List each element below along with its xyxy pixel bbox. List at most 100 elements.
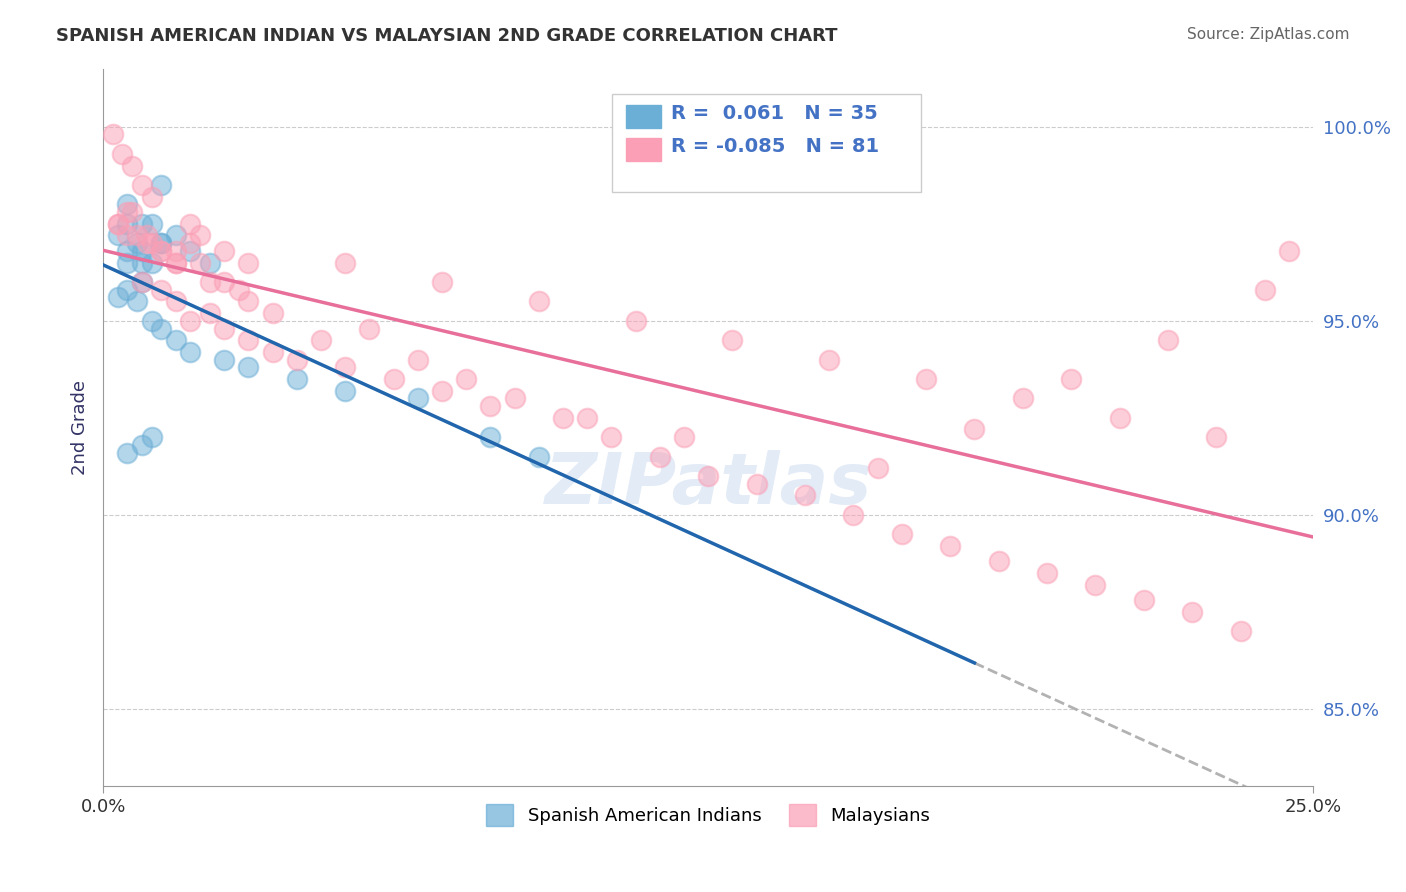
Point <box>479 430 502 444</box>
Point <box>107 217 129 231</box>
Point <box>406 352 429 367</box>
Point <box>135 236 157 251</box>
Point <box>198 306 221 320</box>
Point <box>121 159 143 173</box>
Point <box>915 372 938 386</box>
Point <box>262 344 284 359</box>
Point <box>150 236 173 251</box>
Point <box>131 438 153 452</box>
Point <box>111 147 134 161</box>
Point <box>188 255 211 269</box>
Point <box>131 217 153 231</box>
Point <box>107 217 129 231</box>
Point <box>198 275 221 289</box>
Point <box>131 178 153 192</box>
Point <box>1254 283 1277 297</box>
Point <box>165 255 187 269</box>
Point <box>527 294 550 309</box>
Point <box>285 352 308 367</box>
Point <box>600 430 623 444</box>
Point <box>1157 333 1180 347</box>
Point <box>141 314 163 328</box>
Point <box>150 283 173 297</box>
Point <box>107 291 129 305</box>
Point <box>117 217 139 231</box>
Point <box>125 294 148 309</box>
Point <box>212 352 235 367</box>
Point <box>551 410 574 425</box>
Point <box>963 422 986 436</box>
Point <box>117 283 139 297</box>
Point <box>939 539 962 553</box>
Point <box>165 228 187 243</box>
Point <box>131 255 153 269</box>
Point <box>179 217 201 231</box>
Point <box>745 476 768 491</box>
Point <box>131 275 153 289</box>
Point <box>117 205 139 219</box>
Point <box>117 228 139 243</box>
Point <box>238 294 260 309</box>
Point <box>1229 624 1251 639</box>
Point <box>890 527 912 541</box>
Legend: Spanish American Indians, Malaysians: Spanish American Indians, Malaysians <box>477 795 939 835</box>
Point <box>212 244 235 258</box>
Point <box>150 244 173 258</box>
Point <box>1181 605 1204 619</box>
Point <box>179 314 201 328</box>
Text: ZIPatlas: ZIPatlas <box>544 450 872 519</box>
Point <box>1011 392 1033 406</box>
Point <box>198 255 221 269</box>
Point <box>117 446 139 460</box>
Point <box>125 228 148 243</box>
Point <box>165 294 187 309</box>
Point <box>285 372 308 386</box>
Point <box>131 244 153 258</box>
Point <box>359 321 381 335</box>
Point <box>672 430 695 444</box>
Point <box>141 255 163 269</box>
Point <box>117 197 139 211</box>
Point <box>228 283 250 297</box>
Point <box>430 384 453 398</box>
Point <box>212 275 235 289</box>
Point <box>624 314 647 328</box>
Point <box>238 360 260 375</box>
Point <box>309 333 332 347</box>
Point <box>721 333 744 347</box>
Point <box>1133 593 1156 607</box>
Point <box>1205 430 1227 444</box>
Point <box>150 321 173 335</box>
Point <box>238 333 260 347</box>
Point <box>1060 372 1083 386</box>
Point <box>333 384 356 398</box>
Point <box>238 255 260 269</box>
Point <box>188 228 211 243</box>
Point <box>576 410 599 425</box>
Point <box>141 430 163 444</box>
Point <box>150 244 173 258</box>
Point <box>430 275 453 289</box>
Point <box>262 306 284 320</box>
Point <box>479 399 502 413</box>
Point <box>866 461 889 475</box>
Point <box>141 189 163 203</box>
Point <box>165 244 187 258</box>
Point <box>697 469 720 483</box>
Point <box>179 344 201 359</box>
Point <box>648 450 671 464</box>
Point <box>794 488 817 502</box>
Point <box>1278 244 1301 258</box>
Point <box>212 321 235 335</box>
Point <box>456 372 478 386</box>
Point <box>150 178 173 192</box>
Point <box>121 205 143 219</box>
Point <box>987 554 1010 568</box>
Text: Source: ZipAtlas.com: Source: ZipAtlas.com <box>1187 27 1350 42</box>
Point <box>1036 566 1059 580</box>
Point <box>150 236 173 251</box>
Point <box>101 128 124 142</box>
Point <box>125 236 148 251</box>
Point <box>406 392 429 406</box>
Point <box>333 360 356 375</box>
